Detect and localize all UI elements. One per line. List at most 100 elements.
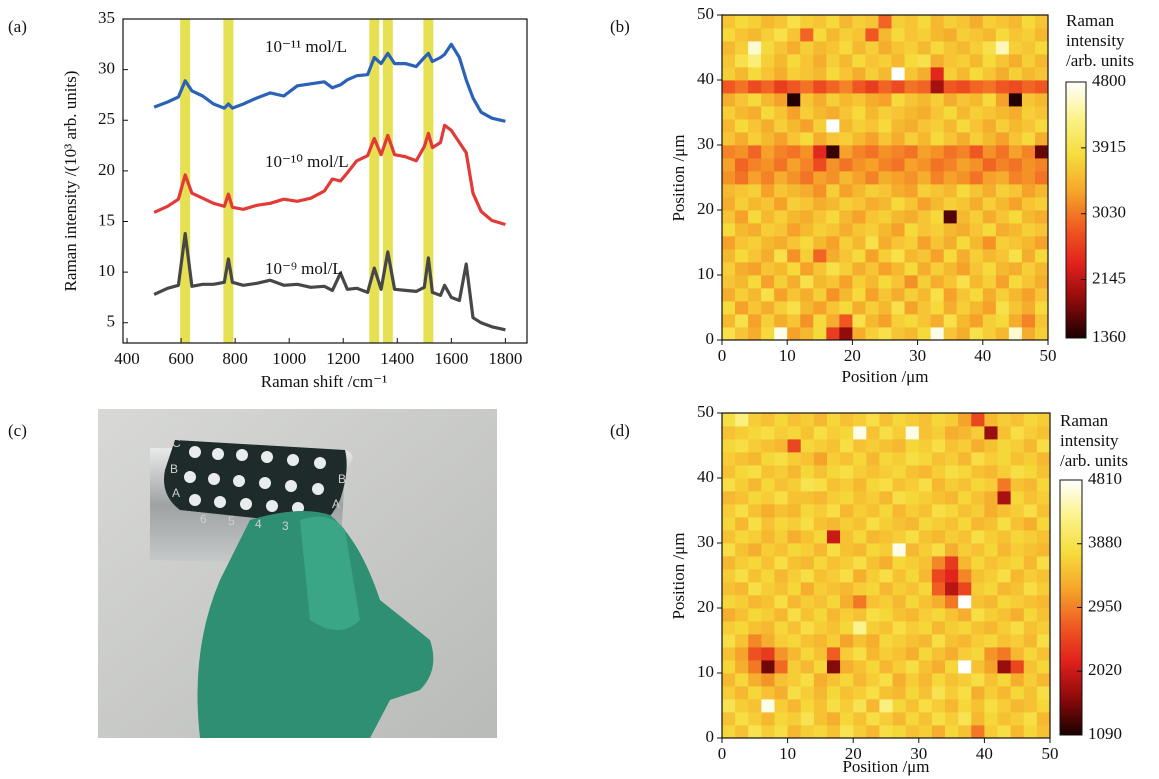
heatmap-cell xyxy=(931,634,946,648)
heatmap-cell xyxy=(813,491,828,505)
heatmap-cell xyxy=(839,301,853,315)
heatmap-cell xyxy=(982,223,997,237)
heatmap-cell xyxy=(971,491,985,505)
colorbar-title: intensity xyxy=(1066,31,1125,50)
panel-label: (a) xyxy=(8,17,27,36)
heatmap-cell xyxy=(1021,119,1036,133)
heatmap-cell xyxy=(735,327,749,341)
heatmap-cell xyxy=(826,712,841,726)
heatmap-cell xyxy=(1034,197,1049,211)
heatmap-cell xyxy=(1023,452,1038,466)
heatmap-cell xyxy=(865,145,879,159)
heatmap-cell xyxy=(969,262,984,276)
heatmap-cell xyxy=(879,504,893,518)
heatmap-cell xyxy=(748,197,762,211)
strip-label: 5 xyxy=(228,514,235,528)
heatmap-cell xyxy=(917,210,932,224)
heatmap-cell xyxy=(826,184,840,198)
heatmap-cell xyxy=(945,426,959,440)
heatmap-cell xyxy=(1008,223,1023,237)
heatmap-cell xyxy=(852,301,866,315)
heatmap-cell xyxy=(866,413,880,427)
heatmap-cell xyxy=(722,647,736,661)
heatmap-cell xyxy=(997,413,1012,427)
heatmap-cell xyxy=(995,327,1010,341)
heatmap-cell xyxy=(761,569,775,583)
heatmap-cell xyxy=(1010,569,1025,583)
heatmap-cell xyxy=(969,197,984,211)
heatmap-cell xyxy=(774,301,788,315)
colorbar-tick-label: 1360 xyxy=(1092,327,1126,346)
heatmap-cell xyxy=(722,569,736,583)
heatmap-cell xyxy=(956,54,971,68)
x-tick-label: 1200 xyxy=(326,349,360,368)
heatmap-cell xyxy=(1010,517,1025,531)
heatmap-cell xyxy=(891,119,905,133)
heatmap-cell xyxy=(958,491,972,505)
heatmap-cell xyxy=(1008,327,1023,341)
heatmap-cell xyxy=(735,478,749,492)
y-tick-label: 5 xyxy=(107,312,116,331)
heatmap-cell xyxy=(891,93,905,107)
heatmap-cell xyxy=(892,569,907,583)
heatmap-cell xyxy=(865,262,879,276)
heatmap-cell xyxy=(826,504,841,518)
heatmap-cell xyxy=(735,439,749,453)
heatmap-cell xyxy=(1036,530,1051,544)
y-tick-label: 30 xyxy=(98,59,115,78)
heatmap-cell xyxy=(866,712,880,726)
heatmap-cell xyxy=(800,621,815,635)
heatmap-cell xyxy=(878,15,892,29)
heatmap-cell xyxy=(931,465,946,479)
heatmap-cell xyxy=(1010,608,1025,622)
heatmap-cell xyxy=(930,145,945,159)
heatmap-cell xyxy=(722,223,736,237)
heatmap-cell xyxy=(891,210,905,224)
heatmap-cell xyxy=(969,327,984,341)
heatmap-cell xyxy=(1036,452,1051,466)
heatmap-cell xyxy=(997,699,1012,713)
heatmap-cell xyxy=(800,93,814,107)
heatmap-cell xyxy=(892,413,907,427)
heatmap-cell xyxy=(748,452,762,466)
heatmap-cell xyxy=(984,556,998,570)
heatmap-cell xyxy=(1008,236,1023,250)
colorbar-tick-label: 3880 xyxy=(1088,533,1122,552)
x-tick-label: 20 xyxy=(845,744,862,763)
heatmap-cell xyxy=(1021,223,1036,237)
heatmap-cell xyxy=(984,621,998,635)
heatmap-cell xyxy=(958,426,972,440)
heatmap-cell xyxy=(958,413,972,427)
heatmap-cell xyxy=(891,54,905,68)
heatmap-cell xyxy=(982,132,997,146)
heatmap-cell xyxy=(958,699,972,713)
heatmap-cell xyxy=(1008,54,1023,68)
heatmap-cell xyxy=(879,660,893,674)
heatmap-cell xyxy=(892,634,907,648)
heatmap-cell xyxy=(995,184,1010,198)
heatmap-cell xyxy=(735,145,749,159)
heatmap-cell xyxy=(852,184,866,198)
heatmap-cell xyxy=(958,634,972,648)
heatmap-cell xyxy=(761,197,775,211)
heatmap-cell xyxy=(787,621,802,635)
heatmap-cell xyxy=(904,28,918,42)
heatmap-cell xyxy=(892,621,907,635)
heatmap-cell xyxy=(1034,145,1049,159)
heatmap-cell xyxy=(982,15,997,29)
heatmap-cell xyxy=(891,314,905,328)
y-tick-label: 0 xyxy=(706,727,715,746)
heatmap-cell xyxy=(853,426,867,440)
heatmap-cell xyxy=(735,608,749,622)
heatmap-cell xyxy=(735,725,749,739)
y-tick-label: 20 xyxy=(697,597,714,616)
spectrum-line xyxy=(153,42,506,123)
heatmap-cell xyxy=(840,465,854,479)
heatmap-cell xyxy=(761,28,775,42)
heatmap-cell xyxy=(761,465,775,479)
heatmap-cell xyxy=(748,262,762,276)
heatmap-cell xyxy=(735,556,749,570)
heatmap-cell xyxy=(774,595,788,609)
heatmap-cell xyxy=(748,478,762,492)
heatmap-cell xyxy=(735,106,749,120)
